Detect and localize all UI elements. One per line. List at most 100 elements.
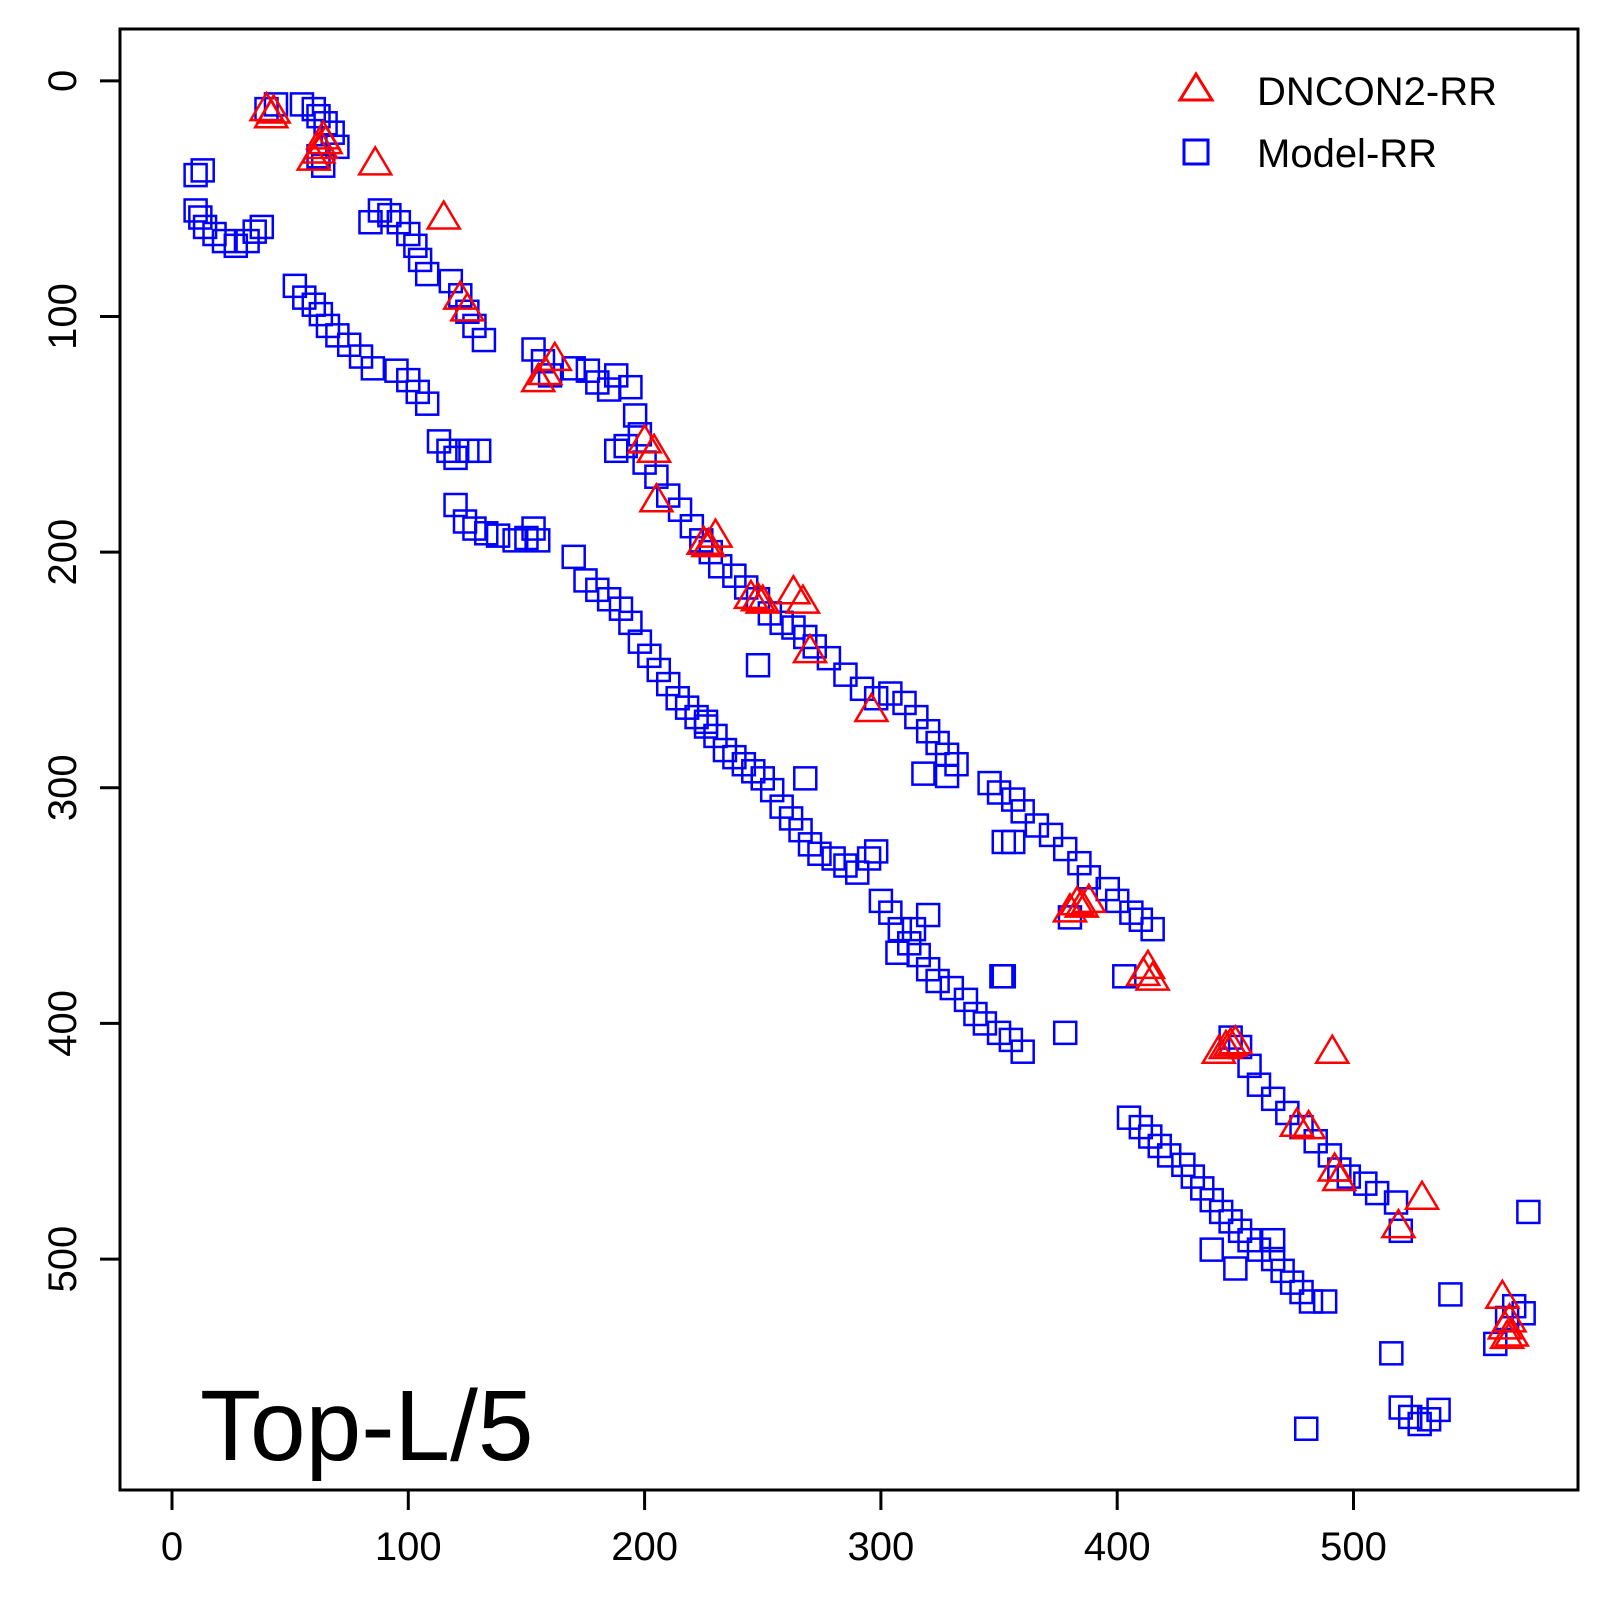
model-rr-point xyxy=(1279,1270,1305,1295)
model-rr-point xyxy=(407,247,433,273)
model-rr-point xyxy=(1112,964,1137,989)
x-tick-label: 0 xyxy=(161,1525,183,1569)
model-rr-point xyxy=(1156,1143,1182,1168)
model-rr-point xyxy=(188,205,213,230)
dncon2-rr-point xyxy=(1290,1108,1327,1140)
model-rr-point xyxy=(759,777,785,803)
model-rr-point xyxy=(856,846,882,871)
dncon2-rr-point xyxy=(302,128,340,160)
model-rr-point xyxy=(192,214,218,240)
model-rr-point xyxy=(1237,1053,1262,1079)
dncon2-rr-point xyxy=(1200,1033,1238,1064)
model-rr-point xyxy=(925,968,950,994)
model-rr-point xyxy=(1483,1331,1508,1357)
model-rr-point xyxy=(414,261,440,287)
model-rr-point xyxy=(183,198,208,223)
model-rr-point xyxy=(292,285,317,310)
model-rr-point xyxy=(1024,813,1050,838)
y-tick-label: 500 xyxy=(41,1226,85,1293)
dncon2-rr-point xyxy=(784,583,822,614)
model-rr-point xyxy=(991,964,1017,989)
y-axis: 0 100 200 300 400 500 xyxy=(41,70,122,1293)
model-rr-point xyxy=(414,391,440,416)
model-rr-point xyxy=(242,219,267,244)
model-rr-point xyxy=(1246,1072,1272,1097)
legend-label-dncon2: DNCON2-RR xyxy=(1257,70,1497,114)
dncon2-rr-point xyxy=(1488,1318,1526,1350)
dncon2-rr-point xyxy=(1212,1026,1249,1057)
model-rr-point xyxy=(622,403,648,428)
dncon2-rr-point xyxy=(449,290,486,322)
model-rr-point xyxy=(310,153,336,178)
model-rr-point xyxy=(618,374,643,400)
dncon2-rr-point xyxy=(536,340,573,372)
model-rr-point xyxy=(613,433,638,459)
dncon2-rr-point xyxy=(1314,1033,1351,1064)
model-rr-point xyxy=(1038,822,1064,848)
model-rr-point xyxy=(745,652,771,678)
model-rr-point xyxy=(863,839,889,864)
model-rr-point xyxy=(1119,900,1144,925)
model-rr-point xyxy=(655,671,681,697)
series-layer xyxy=(183,90,1541,1441)
legend: DNCON2-RR Model-RR xyxy=(1177,70,1497,176)
x-tick-label: 100 xyxy=(375,1525,442,1569)
model-rr-point xyxy=(360,356,386,381)
model-rr-point xyxy=(1223,1256,1248,1281)
model-rr-point xyxy=(849,676,875,702)
model-rr-point xyxy=(878,900,903,925)
model-rr-point xyxy=(953,987,979,1013)
model-rr-point xyxy=(1516,1199,1541,1225)
dncon2-rr-point xyxy=(1403,1179,1441,1211)
model-rr-point xyxy=(991,829,1017,855)
model-rr-point xyxy=(603,438,629,464)
dncon2-rr-point xyxy=(255,93,292,124)
dncon2-rr-point xyxy=(1070,882,1108,914)
model-rr-point xyxy=(901,916,927,942)
dncon2-rr-point xyxy=(1058,884,1096,916)
dncon2-rr-point xyxy=(1321,1160,1358,1192)
dncon2-rr-point xyxy=(690,526,727,558)
model-rr-point xyxy=(1237,1227,1262,1253)
model-rr-point xyxy=(911,761,936,786)
model-rr-point xyxy=(1199,1237,1224,1262)
model-rr-point xyxy=(1298,1289,1324,1314)
model-rr-point xyxy=(443,492,468,518)
y-tick-label: 0 xyxy=(41,70,85,92)
dncon2-rr-point xyxy=(1380,1207,1417,1239)
model-rr-point xyxy=(1227,1218,1253,1244)
dncon2-rr-point xyxy=(739,580,777,612)
model-rr-point xyxy=(1218,1209,1243,1234)
model-rr-point xyxy=(707,554,733,579)
x-tick-label: 400 xyxy=(1084,1525,1151,1569)
model-rr-point xyxy=(1397,1404,1423,1430)
model-rr-point xyxy=(797,832,823,857)
model-rr-point xyxy=(1336,1164,1362,1189)
model-rr-point xyxy=(1246,1237,1272,1262)
model-rr-point xyxy=(1416,1407,1442,1432)
model-rr-point xyxy=(377,202,402,228)
model-rr-point xyxy=(1260,1086,1286,1112)
model-rr-point xyxy=(1312,1289,1338,1314)
model-rr-point xyxy=(1140,916,1165,942)
model-rr-point xyxy=(934,763,960,789)
model-rr-point xyxy=(436,438,461,464)
dncon2-rr-point xyxy=(1484,1278,1521,1310)
model-rr-point xyxy=(712,737,738,763)
dncon2-rr-point xyxy=(1051,891,1089,923)
model-rr-point xyxy=(202,221,227,247)
model-rr-point xyxy=(1010,1039,1035,1064)
model-rr-point xyxy=(693,709,719,735)
dncon2-rr-point xyxy=(697,517,734,548)
model-rr-point xyxy=(608,596,634,621)
dncon2-rr-point xyxy=(307,123,344,155)
dncon2-rr-point xyxy=(791,632,829,664)
model-rr-point xyxy=(1426,1397,1451,1423)
model-rr-point xyxy=(235,228,260,254)
model-rr-point xyxy=(637,643,662,669)
model-rr-point xyxy=(1010,799,1035,824)
model-rr-point xyxy=(618,610,643,636)
y-tick-label: 200 xyxy=(41,519,85,586)
model-rr-point xyxy=(485,523,511,548)
